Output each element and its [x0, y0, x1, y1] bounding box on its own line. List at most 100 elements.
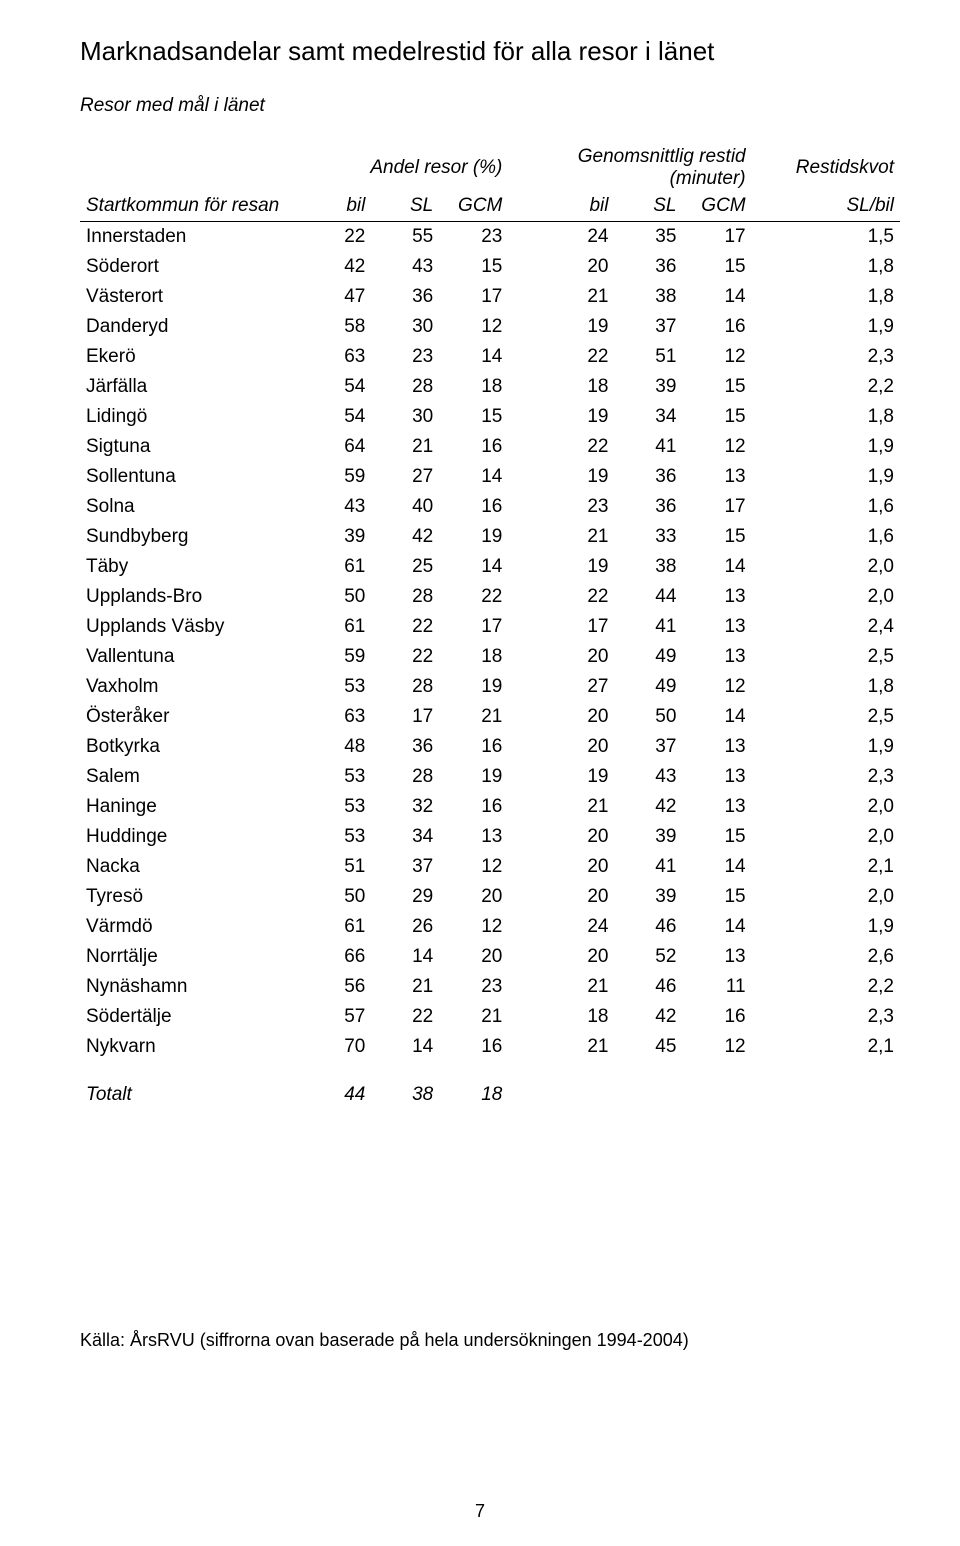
cell-time-gcm: 13 [682, 732, 751, 762]
cell-share-gcm: 16 [439, 492, 508, 522]
cell-share-gcm: 19 [439, 672, 508, 702]
cell-share-sl: 26 [371, 912, 439, 942]
table-row: Norrtälje6614202052132,6 [80, 942, 900, 972]
cell-share-gcm: 16 [439, 432, 508, 462]
cell-share-sl: 30 [371, 312, 439, 342]
cell-share-gcm: 20 [439, 882, 508, 912]
cell-name: Vaxholm [80, 672, 304, 702]
cell-time-gcm: 13 [682, 462, 751, 492]
cell-share-bil: 66 [304, 942, 372, 972]
cell-ratio: 1,9 [781, 462, 900, 492]
cell-time-bil: 21 [547, 282, 615, 312]
cell-ratio: 1,9 [781, 732, 900, 762]
cell-share-sl: 27 [371, 462, 439, 492]
cell-time-bil: 20 [547, 882, 615, 912]
cell-time-sl: 49 [614, 672, 682, 702]
cell-time-gcm: 16 [682, 1002, 751, 1032]
cell-share-sl: 36 [371, 732, 439, 762]
col-ratio: SL/bil [781, 192, 900, 222]
cell-time-bil: 19 [547, 312, 615, 342]
col-share-gcm: GCM [439, 192, 508, 222]
cell-ratio: 2,3 [781, 342, 900, 372]
cell-time-gcm: 15 [682, 822, 751, 852]
table-row: Salem5328191943132,3 [80, 762, 900, 792]
cell-share-gcm: 15 [439, 252, 508, 282]
cell-ratio: 2,0 [781, 552, 900, 582]
cell-share-bil: 42 [304, 252, 372, 282]
table-row: Nacka5137122041142,1 [80, 852, 900, 882]
table-row: Vaxholm5328192749121,8 [80, 672, 900, 702]
cell-share-bil: 48 [304, 732, 372, 762]
table-row: Sundbyberg3942192133151,6 [80, 522, 900, 552]
cell-time-gcm: 15 [682, 402, 751, 432]
cell-time-bil: 19 [547, 552, 615, 582]
cell-time-gcm: 12 [682, 432, 751, 462]
cell-share-bil: 47 [304, 282, 372, 312]
col-group-travel-time: Genomsnittlig restid (minuter) [547, 143, 752, 192]
cell-share-bil: 59 [304, 642, 372, 672]
table-row: Södertälje5722211842162,3 [80, 1002, 900, 1032]
cell-time-bil: 24 [547, 222, 615, 253]
cell-name: Solna [80, 492, 304, 522]
cell-name: Västerort [80, 282, 304, 312]
cell-time-sl: 45 [614, 1032, 682, 1062]
cell-name: Värmdö [80, 912, 304, 942]
cell-share-gcm: 17 [439, 282, 508, 312]
cell-share-gcm: 13 [439, 822, 508, 852]
table-row: Nynäshamn5621232146112,2 [80, 972, 900, 1002]
cell-share-bil: 64 [304, 432, 372, 462]
cell-share-sl: 42 [371, 522, 439, 552]
cell-time-gcm: 13 [682, 762, 751, 792]
cell-share-gcm: 18 [439, 372, 508, 402]
table-row: Västerort4736172138141,8 [80, 282, 900, 312]
cell-time-gcm: 14 [682, 552, 751, 582]
cell-share-sl: 21 [371, 432, 439, 462]
cell-share-bil: 43 [304, 492, 372, 522]
cell-share-bil: 70 [304, 1032, 372, 1062]
cell-share-sl: 43 [371, 252, 439, 282]
cell-ratio: 1,9 [781, 312, 900, 342]
cell-time-sl: 39 [614, 372, 682, 402]
cell-ratio: 2,0 [781, 822, 900, 852]
cell-share-gcm: 21 [439, 1002, 508, 1032]
cell-share-bil: 63 [304, 342, 372, 372]
cell-ratio: 2,2 [781, 972, 900, 1002]
cell-time-sl: 34 [614, 402, 682, 432]
cell-ratio: 2,6 [781, 942, 900, 972]
table-row: Innerstaden2255232435171,5 [80, 222, 900, 253]
cell-share-sl: 25 [371, 552, 439, 582]
cell-time-bil: 22 [547, 582, 615, 612]
cell-total-share-sl: 38 [371, 1062, 439, 1110]
cell-share-bil: 58 [304, 312, 372, 342]
cell-share-sl: 23 [371, 342, 439, 372]
cell-share-bil: 53 [304, 672, 372, 702]
cell-share-bil: 63 [304, 702, 372, 732]
cell-time-sl: 42 [614, 1002, 682, 1032]
table-row: Järfälla5428181839152,2 [80, 372, 900, 402]
cell-name: Danderyd [80, 312, 304, 342]
cell-time-sl: 43 [614, 762, 682, 792]
cell-share-gcm: 20 [439, 942, 508, 972]
col-time-sl: SL [614, 192, 682, 222]
table-row: Täby6125141938142,0 [80, 552, 900, 582]
cell-time-bil: 18 [547, 1002, 615, 1032]
cell-total-label: Totalt [80, 1062, 304, 1110]
cell-time-gcm: 17 [682, 492, 751, 522]
cell-name: Sollentuna [80, 462, 304, 492]
table-row: Upplands-Bro5028222244132,0 [80, 582, 900, 612]
cell-share-bil: 53 [304, 792, 372, 822]
cell-name: Lidingö [80, 402, 304, 432]
cell-ratio: 2,0 [781, 882, 900, 912]
cell-name: Upplands-Bro [80, 582, 304, 612]
cell-time-bil: 27 [547, 672, 615, 702]
cell-time-sl: 39 [614, 882, 682, 912]
table-row: Lidingö5430151934151,8 [80, 402, 900, 432]
page-subtitle: Resor med mål i länet [80, 95, 900, 117]
cell-name: Ekerö [80, 342, 304, 372]
table-row: Sollentuna5927141936131,9 [80, 462, 900, 492]
cell-share-sl: 22 [371, 1002, 439, 1032]
cell-time-gcm: 15 [682, 522, 751, 552]
table-row: Tyresö5029202039152,0 [80, 882, 900, 912]
cell-time-bil: 20 [547, 852, 615, 882]
cell-share-sl: 37 [371, 852, 439, 882]
